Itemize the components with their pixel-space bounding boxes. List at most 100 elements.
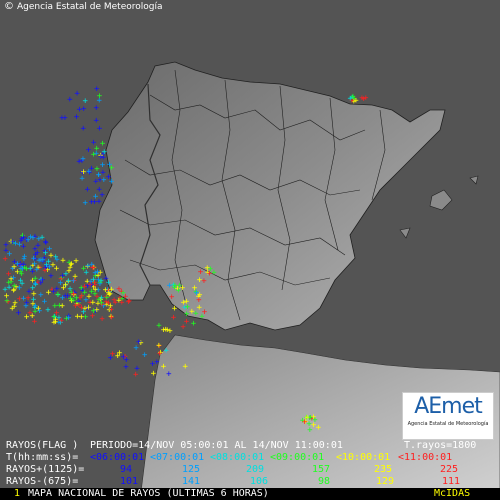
lightning-strike-marker: + [308,413,314,423]
lightning-strike-marker: + [36,304,42,314]
lightning-strike-marker: + [26,287,32,297]
lightning-strike-marker: + [171,280,177,290]
lightning-strike-marker: + [91,307,97,317]
lightning-strike-marker: + [30,276,36,286]
lightning-strike-marker: + [311,420,317,430]
lightning-strike-marker: + [54,255,60,265]
lightning-strike-marker: + [184,317,190,327]
lightning-strike-marker: + [53,317,59,327]
lightning-strike-marker: + [67,285,73,295]
lightning-strike-marker: + [211,268,217,278]
negative-strikes-label: RAYOS-(675)= [6,476,79,487]
lightning-strike-marker: + [77,293,83,303]
lightning-strike-marker: + [95,267,101,277]
lightning-legend: RAYOS(FLAG ) PERIODO=14/NOV 05:00:01 AL … [0,441,500,489]
lightning-strike-marker: + [21,260,27,270]
lightning-strike-marker: + [32,307,38,317]
lightning-strike-marker: + [106,286,112,296]
lightning-strike-marker: + [197,276,203,286]
lightning-strike-marker: + [88,277,94,287]
lightning-strike-marker: + [109,285,115,295]
lightning-strike-marker: + [21,233,27,243]
lightning-strike-marker: + [92,278,98,288]
copyright-credit: © Agencia Estatal de Meteorología [4,2,163,13]
lightning-strike-marker: + [100,168,106,178]
lightning-strike-marker: + [134,364,140,374]
lightning-strike-marker: + [106,172,112,182]
lightning-strike-marker: + [18,260,24,270]
lightning-strike-marker: + [89,280,95,290]
lightning-strike-marker: + [31,254,37,264]
lightning-strike-marker: + [27,264,33,274]
lightning-strike-marker: + [171,313,177,323]
lightning-strike-marker: + [196,296,202,306]
lightning-strike-marker: + [349,93,355,103]
lightning-strike-marker: + [94,305,100,315]
lightning-strike-marker: + [85,185,91,195]
lightning-strike-marker: + [106,298,112,308]
portugal-border [139,83,161,286]
lightning-strike-marker: + [74,293,80,303]
aemet-logo-subtitle: Agencia Estatal de Meteorología [407,421,489,427]
positive-count-3: 209 [246,464,265,475]
lightning-strike-marker: + [43,248,49,258]
lightning-strike-marker: + [103,274,109,284]
balearic-islands [399,175,479,239]
lightning-strike-marker: + [31,290,37,300]
lightning-strike-marker: + [17,284,23,294]
lightning-strike-marker: + [54,264,60,274]
lightning-strike-marker: + [166,369,172,379]
lightning-strike-marker: + [108,354,114,364]
lightning-strike-marker: + [82,288,88,298]
lightning-strike-marker: + [35,241,41,251]
lightning-strike-marker: + [73,301,79,311]
lightning-strike-marker: + [81,168,87,178]
lightning-strike-marker: + [32,303,38,313]
lightning-strike-marker: + [38,275,44,285]
lightning-strike-marker: + [78,284,84,294]
lightning-strike-marker: + [54,309,60,319]
lightning-strike-marker: + [123,355,129,365]
negative-count-4: 98 [318,476,331,487]
lightning-strike-marker: + [192,284,198,294]
lightning-strike-marker: + [50,261,56,271]
lightning-strike-marker: + [108,301,114,311]
negative-count-1: 101 [120,476,139,487]
lightning-strike-marker: + [43,239,49,249]
lightning-strike-marker: + [99,315,105,325]
lightning-strike-marker: + [74,300,80,310]
lightning-strike-marker: + [158,348,164,358]
lightning-strike-marker: + [60,256,66,266]
lightning-strike-marker: + [189,307,195,317]
lightning-strike-marker: + [7,250,13,260]
lightning-strike-marker: + [32,279,38,289]
lightning-strike-marker: + [80,168,86,178]
lightning-strike-marker: + [32,259,38,269]
iberian-peninsula [94,61,446,331]
lightning-strike-marker: + [172,281,178,291]
lightning-strike-marker: + [199,312,205,322]
lightning-strike-marker: + [58,316,64,326]
lightning-strike-marker: + [350,92,356,102]
lightning-strike-marker: + [55,291,61,301]
lightning-strike-marker: + [347,94,353,104]
lightning-strike-marker: + [103,293,109,303]
lightning-strike-marker: + [30,300,36,310]
lightning-strike-marker: + [185,303,191,313]
lightning-strike-marker: + [94,292,100,302]
negative-count-6: 111 [442,476,461,487]
lightning-strike-marker: + [104,293,110,303]
lightning-strike-marker: + [97,280,103,290]
lightning-strike-marker: + [96,197,102,207]
lightning-strike-marker: + [67,263,73,273]
lightning-strike-marker: + [351,97,357,107]
lightning-strike-marker: + [93,272,99,282]
lightning-strike-marker: + [116,296,122,306]
lightning-strike-marker: + [64,314,70,324]
lightning-strike-marker: + [72,272,78,282]
lightning-strike-marker: + [48,272,54,282]
lightning-strike-marker: + [32,232,38,242]
lightning-strike-marker: + [71,290,77,300]
lightning-strike-marker: + [119,287,125,297]
